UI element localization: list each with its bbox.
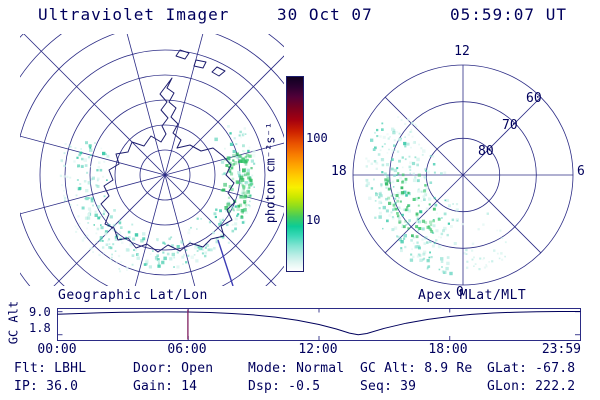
altitude-curve: [57, 311, 581, 336]
status-gain: Gain: 14: [133, 379, 198, 394]
mlat-label-80: 80: [478, 144, 494, 159]
mlt-label-12: 12: [454, 44, 470, 59]
timeline-ylabel: GC Alt: [6, 300, 21, 345]
geographic-map-panel: [20, 34, 284, 286]
status-flt: Flt: LBHL: [14, 361, 87, 376]
mlt-label-6: 6: [577, 164, 585, 179]
colorbar: [286, 76, 304, 272]
mlat-label-60: 60: [526, 91, 542, 106]
timeline-ytick-bottom: 1.8: [29, 321, 51, 335]
mlat-label-70: 70: [502, 118, 518, 133]
timeline-xtick: 12:00: [298, 342, 338, 357]
status-ip: IP: 36.0: [14, 379, 79, 394]
status-door: Door: Open: [133, 361, 214, 376]
status-glat: GLat: -67.8: [487, 361, 576, 376]
apex-panel-caption: Apex MLat/MLT: [418, 288, 527, 303]
status-dsp: Dsp: -0.5: [248, 379, 321, 394]
timeline-xtick: 18:00: [428, 342, 468, 357]
header-time: 05:59:07 UT: [450, 5, 567, 24]
mlt-label-0: 0: [456, 285, 464, 300]
header-date: 30 Oct 07: [277, 5, 373, 24]
status-seq: Seq: 39: [360, 379, 417, 394]
timeline-xtick: 06:00: [167, 342, 207, 357]
colorbar-tick-10: 10: [306, 213, 321, 227]
geo-panel-caption: Geographic Lat/Lon: [58, 288, 208, 303]
timeline-xtick: 23:59: [541, 342, 581, 357]
geo-graticule: [20, 34, 284, 286]
orbit-track-line: [217, 239, 234, 286]
status-gc-alt: GC Alt: 8.9 Re: [360, 361, 473, 376]
app-title: Ultraviolet Imager: [38, 5, 230, 24]
apex-grid: [352, 64, 574, 286]
apex-polar-panel: [352, 64, 574, 286]
status-glon: GLon: 222.2: [487, 379, 576, 394]
antarctica-coastline: [100, 49, 236, 253]
timeline-xtick: 00:00: [37, 342, 77, 357]
status-mode: Mode: Normal: [248, 361, 345, 376]
timeline-ytick-top: 9.0: [29, 305, 51, 319]
colorbar-unit-label: photon cm⁻²s⁻¹: [263, 122, 278, 224]
apex-aurora-image: [365, 116, 507, 276]
mlt-label-18: 18: [331, 164, 347, 179]
altitude-timeline-plot: [57, 308, 581, 341]
colorbar-tick-100: 100: [306, 131, 328, 145]
